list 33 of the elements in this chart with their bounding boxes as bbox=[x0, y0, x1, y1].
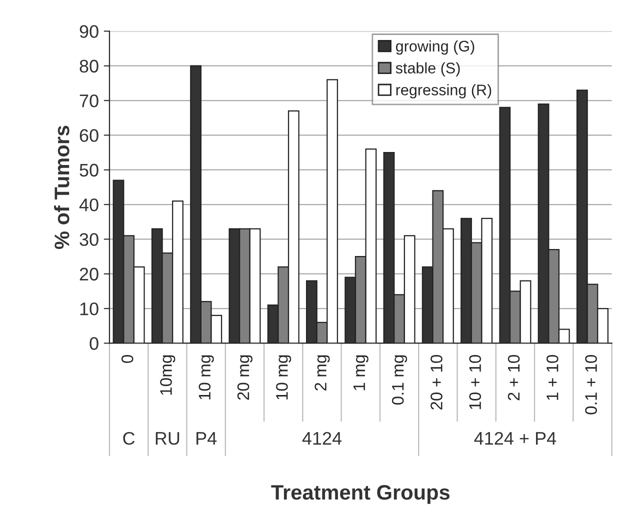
x-tick-label: 2 mg bbox=[314, 355, 330, 391]
x-tick-label: 0.1 mg bbox=[392, 355, 408, 405]
y-axis-title: % of Tumors bbox=[54, 126, 70, 249]
text: 4124 + P4 bbox=[474, 432, 556, 445]
y-tick-label: 30 bbox=[80, 233, 98, 246]
y-tick-label: 80 bbox=[80, 60, 98, 73]
legend-label: growing (G) bbox=[396, 40, 474, 55]
x-tick-label: 10 mg bbox=[276, 355, 292, 400]
x-tick-label: 1 mg bbox=[353, 355, 368, 390]
text: C bbox=[123, 432, 135, 445]
x-axis-title: Treatment Groups bbox=[271, 485, 450, 504]
x-tick-label: 10 mg bbox=[198, 355, 214, 400]
x-tick-label: 20 mg bbox=[237, 355, 252, 400]
legend-label: regressing (R) bbox=[396, 84, 492, 98]
x-tick-label: 0 bbox=[121, 354, 134, 363]
y-tick-label: 90 bbox=[80, 25, 98, 38]
y-tick-label: 0 bbox=[90, 337, 98, 350]
y-tick-label: 10 bbox=[80, 302, 98, 316]
y-tick-label: 60 bbox=[80, 129, 98, 142]
x-tick-label: 1 + 10 bbox=[546, 354, 558, 400]
x-tick-label: 10mg bbox=[160, 355, 176, 395]
text: 4124 bbox=[302, 432, 342, 445]
x-tick-label: 20 + 10 bbox=[430, 354, 442, 410]
legend-label: stable (S) bbox=[396, 62, 460, 76]
text: P4 bbox=[196, 432, 217, 445]
y-tick-label: 20 bbox=[80, 268, 98, 281]
text: RU bbox=[156, 432, 180, 445]
x-tick-label: 0.1 + 10 bbox=[585, 354, 597, 414]
y-tick-label: 40 bbox=[79, 198, 98, 212]
y-tick-label: 70 bbox=[80, 94, 98, 108]
y-tick-label: 50 bbox=[80, 164, 98, 177]
x-tick-label: 2 + 10 bbox=[508, 354, 520, 400]
x-tick-label: 10 + 10 bbox=[469, 354, 482, 410]
